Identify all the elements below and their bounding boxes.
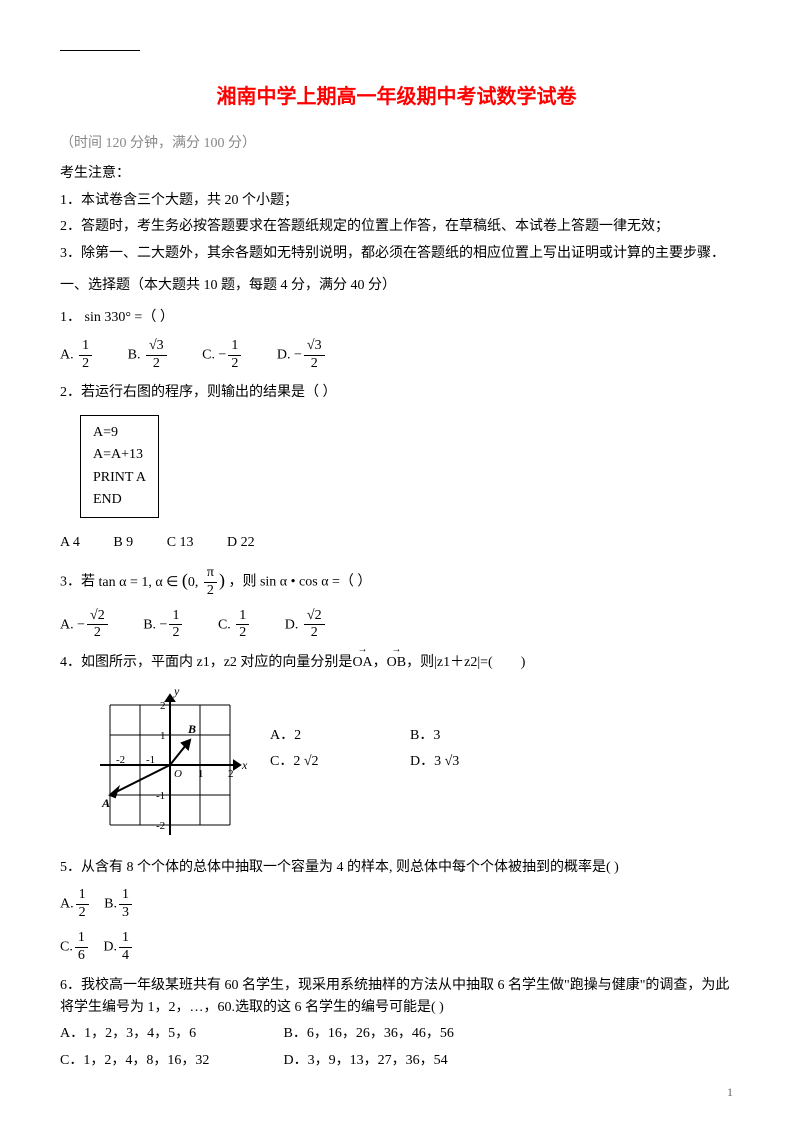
exam-title: 湘南中学上期高一年级期中考试数学试卷: [60, 81, 733, 113]
header-rule: [60, 50, 140, 51]
q2-program-line-3: PRINT A: [93, 467, 146, 489]
q3-option-a: A. −√22: [60, 608, 110, 643]
q6-option-a: A．1，2，3，4，5，6: [60, 1023, 280, 1045]
svg-text:1: 1: [160, 730, 166, 742]
q1-option-c: C. −12: [202, 338, 243, 373]
q5-option-b: B.13: [104, 887, 134, 922]
q5-option-a: A.12: [60, 887, 91, 922]
svg-text:1: 1: [198, 768, 204, 780]
notice-header: 考生注意：: [60, 163, 733, 185]
svg-text:-2: -2: [156, 820, 165, 832]
q5-option-d: D.14: [103, 930, 134, 965]
q2-program-box: A=9 A=A+13 PRINT A END: [80, 415, 159, 519]
q2-stem: 2．若运行右图的程序，则输出的结果是（ ）: [60, 382, 733, 404]
section-1-header: 一、选择题（本大题共 10 题，每题 4 分，满分 40 分）: [60, 275, 733, 297]
svg-text:-1: -1: [146, 754, 155, 766]
q1-option-b: B. √32: [128, 338, 169, 373]
q1-option-d: D. −√32: [277, 338, 327, 373]
q3-option-b: B. −12: [143, 608, 184, 643]
q1-options: A. 12 B. √32 C. −12 D. −√32: [60, 338, 733, 373]
notice-3: 3．除第一、二大题外，其余各题如无特别说明，都必须在答题纸的相应位置上写出证明或…: [60, 243, 733, 265]
q2-option-b: B 9: [113, 532, 133, 554]
q3-option-d: D. √22: [285, 608, 327, 643]
q4-stem: 4．如图所示，平面内 z1，z2 对应的向量分别是OA，OB，则|z1＋z2|=…: [60, 652, 733, 674]
svg-text:-1: -1: [156, 790, 165, 802]
q5-stem: 5．从含有 8 个个体的总体中抽取一个容量为 4 的样本, 则总体中每个个体被抽…: [60, 857, 733, 879]
q6-option-c: C．1，2，4，8，16，32: [60, 1050, 280, 1072]
svg-text:y: y: [173, 685, 180, 698]
q4-graph: y x O A B -2 -1 1 2 2 1 -1 -2: [90, 685, 250, 853]
q5-options-row1: A.12 B.13: [60, 887, 733, 922]
q3-stem: 3．若 tan α = 1, α ∈ (0, π2) ，则 sin α • co…: [60, 565, 733, 600]
q2-program-line-4: END: [93, 489, 146, 511]
q4-body: y x O A B -2 -1 1 2 2 1 -1 -2 A．2B．3 C．2 √2D…: [60, 685, 733, 853]
q6-options-row1: A．1，2，3，4，5，6 B．6，16，26，36，46，56: [60, 1023, 733, 1045]
q5-option-c: C.16: [60, 930, 90, 965]
svg-text:x: x: [241, 758, 248, 772]
q2-option-c: C 13: [167, 532, 194, 554]
q4-option-b: B．3: [410, 725, 550, 747]
q2-program-line-2: A=A+13: [93, 444, 146, 466]
svg-text:2: 2: [228, 768, 234, 780]
q2-program-line-1: A=9: [93, 422, 146, 444]
q1-stem: 1． sin 330° =（ ）: [60, 307, 733, 329]
q1-option-a: A. 12: [60, 338, 94, 373]
svg-text:2: 2: [160, 700, 166, 712]
svg-text:A: A: [101, 796, 110, 810]
q6-option-b: B．6，16，26，36，46，56: [284, 1026, 454, 1041]
q6-options-row2: C．1，2，4，8，16，32 D．3，9，13，27，36，54: [60, 1050, 733, 1072]
q6-option-d: D．3，9，13，27，36，54: [284, 1053, 448, 1068]
svg-text:-2: -2: [116, 754, 125, 766]
coordinate-grid-icon: y x O A B -2 -1 1 2 2 1 -1 -2: [90, 685, 250, 845]
q6-stem: 6．我校高一年级某班共有 60 名学生，现采用系统抽样的方法从中抽取 6 名学生…: [60, 975, 733, 1020]
q4-option-c: C．2 √2: [270, 751, 410, 773]
q4-option-a: A．2: [270, 725, 410, 747]
q3-options: A. −√22 B. −12 C. 12 D. √22: [60, 608, 733, 643]
page-number: 1: [727, 1083, 733, 1102]
svg-text:O: O: [174, 768, 182, 780]
svg-text:B: B: [187, 722, 196, 736]
notice-2: 2．答题时，考生务必按答题要求在答题纸规定的位置上作答，在草稿纸、本试卷上答题一…: [60, 216, 733, 238]
q4-options: A．2B．3 C．2 √2D．3 √3: [270, 725, 550, 778]
q2-option-a: A 4: [60, 532, 80, 554]
notice-1: 1．本试卷含三个大题，共 20 个小题；: [60, 190, 733, 212]
q4-option-d: D．3 √3: [410, 751, 550, 773]
q2-option-d: D 22: [227, 532, 255, 554]
q2-options: A 4 B 9 C 13 D 22: [60, 532, 733, 555]
q3-math: tan α = 1, α ∈ (0, π2): [99, 575, 225, 590]
q3-option-c: C. 12: [218, 608, 251, 643]
q5-options-row2: C.16 D.14: [60, 930, 733, 965]
exam-info: （时间 120 分钟，满分 100 分）: [60, 133, 733, 155]
